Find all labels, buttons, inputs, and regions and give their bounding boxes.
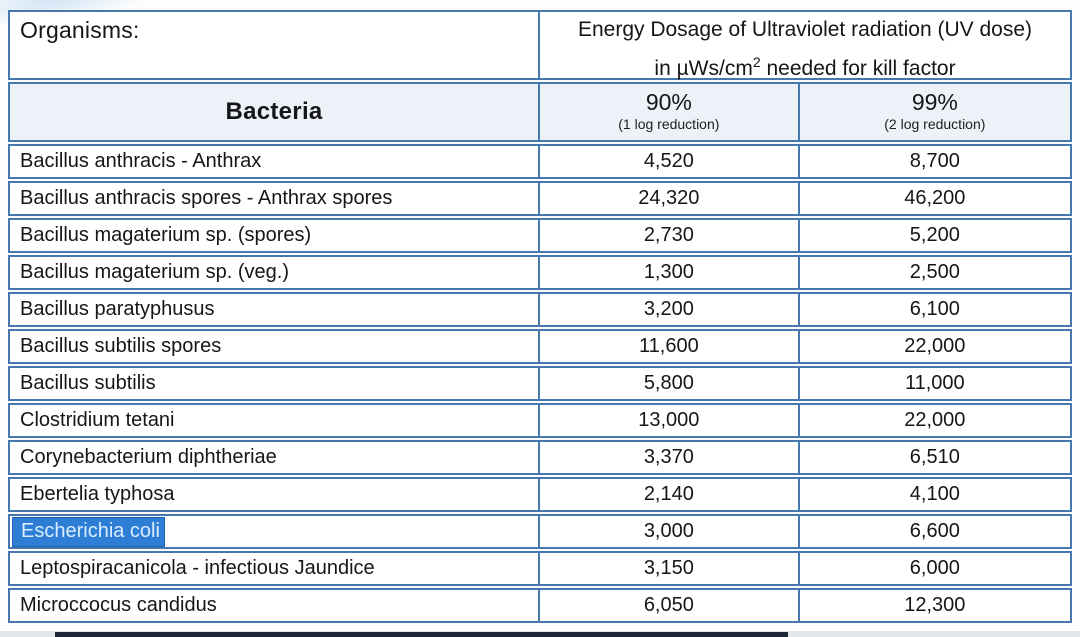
table-row: Bacillus magaterium sp. (veg.) 1,300 2,5… — [8, 255, 1072, 290]
organism-name: Bacillus subtilis spores — [20, 335, 222, 357]
dose-90-value: 3,000 — [540, 516, 800, 547]
col-90-header-cell: 90% (1 log reduction) — [540, 84, 800, 140]
organism-name-cell: Bacillus subtilis spores — [10, 331, 540, 362]
table-row: Clostridium tetani 13,000 22,000 — [8, 403, 1072, 438]
organism-name-cell: Bacillus magaterium sp. (veg.) — [10, 257, 540, 288]
dose-99-value: 6,510 — [909, 446, 960, 468]
col-90-note: (1 log reduction) — [618, 116, 720, 132]
uv-dose-table: Organisms: Energy Dosage of Ultraviolet … — [8, 10, 1072, 625]
dose-90-value: 2,140 — [540, 479, 800, 510]
dose-90-value: 3,200 — [540, 294, 800, 325]
dose-99-value: 22,000 — [904, 409, 966, 431]
table-row: Bacillus anthracis spores - Anthrax spor… — [8, 181, 1072, 216]
dose-90-value: 1,300 — [540, 257, 800, 288]
table-header-row-1: Organisms: Energy Dosage of Ultraviolet … — [8, 10, 1072, 80]
table-row: Corynebacterium diphtheriae 3,370 6,510 — [8, 440, 1072, 475]
table-row: Bacillus anthracis - Anthrax 4,520 8,700 — [8, 144, 1072, 179]
dose-90-value: 2,730 — [540, 220, 800, 251]
organism-name: Bacillus paratyphusus — [20, 298, 215, 320]
dose-99-value: 6,000 — [909, 557, 960, 579]
organism-name-cell: Bacillus paratyphusus — [10, 294, 540, 325]
col-99-percent: 99% — [911, 89, 958, 115]
organism-name-cell: Corynebacterium diphtheriae — [10, 442, 540, 473]
dose-99-value: 11,000 — [904, 372, 965, 394]
energy-header-line2: in µWs/cm2 needed for kill factor — [540, 46, 1070, 85]
energy-header-units: in µWs/cm — [654, 57, 753, 80]
organism-name-cell: Bacillus anthracis - Anthrax — [10, 146, 540, 177]
organism-name-cell: Bacillus subtilis — [10, 368, 540, 399]
organism-name: Ebertelia typhosa — [20, 483, 175, 505]
dose-99-value: 46,200 — [904, 187, 966, 209]
energy-header-kill-factor: needed for kill factor — [760, 57, 956, 80]
energy-dosage-header-cell: Energy Dosage of Ultraviolet radiation (… — [540, 12, 1070, 80]
table-row: Bacillus paratyphusus 3,200 6,100 — [8, 292, 1072, 327]
dose-99-value: 4,100 — [909, 483, 960, 505]
organism-name: Corynebacterium diphtheriae — [20, 446, 277, 468]
table-row: Bacillus magaterium sp. (spores) 2,730 5… — [8, 218, 1072, 253]
organism-name: Bacillus anthracis - Anthrax — [20, 150, 262, 172]
organism-name: Microccocus candidus — [20, 594, 217, 616]
organism-name: Bacillus magaterium sp. (spores) — [20, 224, 312, 246]
table-row-escherichia-coli: Escherichia coli 3,000 6,600 — [8, 514, 1072, 549]
table-row: Leptospiracanicola - infectious Jaundice… — [8, 551, 1072, 586]
col-99-note: (2 log reduction) — [884, 116, 986, 132]
table-header-row-2: Bacteria 90% (1 log reduction) 99% (2 lo… — [8, 82, 1072, 142]
organism-name-cell: Microccocus candidus — [10, 590, 540, 621]
bottom-bar — [55, 632, 788, 637]
organism-name-cell: Clostridium tetani — [10, 405, 540, 436]
energy-header-line1: Energy Dosage of Ultraviolet radiation (… — [577, 18, 1033, 41]
organisms-header-cell: Organisms: — [10, 12, 540, 78]
dose-99-value: 6,600 — [909, 520, 960, 542]
dose-90-value: 13,000 — [540, 405, 800, 436]
selected-organism-name[interactable]: Escherichia coli — [12, 516, 165, 547]
dose-99-value: 12,300 — [904, 594, 966, 616]
dose-99-value: 22,000 — [904, 335, 966, 357]
organism-name: Bacillus subtilis — [20, 372, 156, 394]
organism-name: Bacillus anthracis spores - Anthrax spor… — [20, 187, 393, 209]
dose-90-value: 3,150 — [540, 553, 800, 584]
dose-90-value: 4,520 — [540, 146, 800, 177]
dose-90-value: 11,600 — [540, 331, 800, 362]
organism-name-cell: Leptospiracanicola - infectious Jaundice — [10, 553, 540, 584]
col-90-percent: 90% — [645, 89, 692, 115]
table-row: Microccocus candidus 6,050 12,300 — [8, 588, 1072, 623]
organism-name-cell: Escherichia coli — [10, 516, 540, 547]
dose-90-value: 3,370 — [540, 442, 800, 473]
dose-99-value: 8,700 — [909, 150, 960, 172]
table-row: Ebertelia typhosa 2,140 4,100 — [8, 477, 1072, 512]
dose-90-value: 6,050 — [540, 590, 800, 621]
organism-name: Leptospiracanicola - infectious Jaundice — [20, 557, 375, 579]
energy-header-superscript: 2 — [752, 54, 761, 70]
dose-90-value: 5,800 — [540, 368, 800, 399]
table-row: Bacillus subtilis 5,800 11,000 — [8, 366, 1072, 401]
organism-name-cell: Bacillus magaterium sp. (spores) — [10, 220, 540, 251]
organism-name: Bacillus magaterium sp. (veg.) — [20, 261, 289, 283]
organism-name-cell: Bacillus anthracis spores - Anthrax spor… — [10, 183, 540, 214]
organism-name-cell: Ebertelia typhosa — [10, 479, 540, 510]
table-row: Bacillus subtilis spores 11,600 22,000 — [8, 329, 1072, 364]
dose-90-value: 24,320 — [540, 183, 800, 214]
dose-99-value: 5,200 — [909, 224, 960, 246]
bacteria-header-cell: Bacteria — [10, 84, 540, 140]
organism-name: Clostridium tetani — [20, 409, 175, 431]
dose-99-value: 2,500 — [909, 261, 960, 283]
col-99-header-cell: 99% (2 log reduction) — [800, 84, 1070, 140]
dose-99-value: 6,100 — [909, 298, 960, 320]
